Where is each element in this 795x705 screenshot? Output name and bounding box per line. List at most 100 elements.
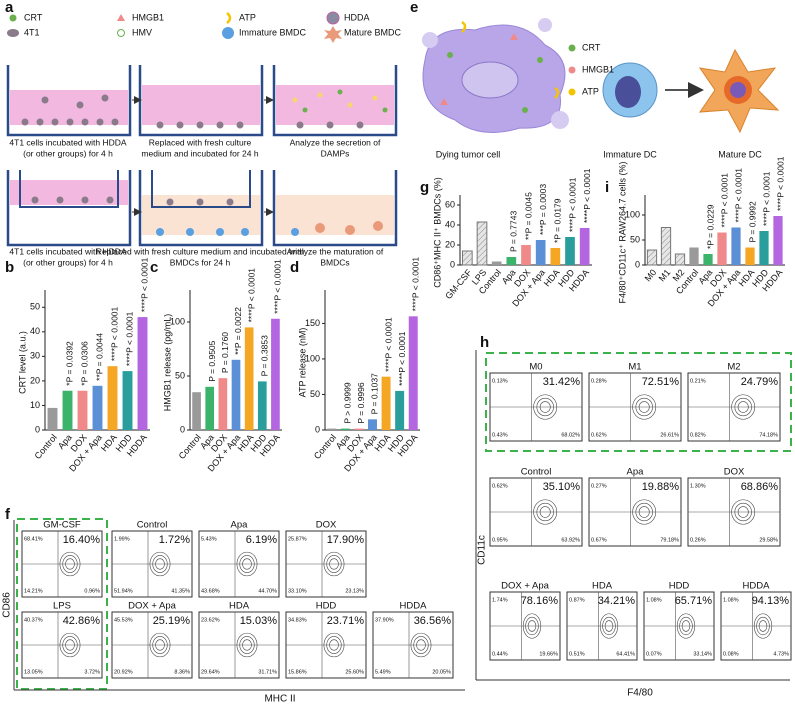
contour <box>326 636 342 654</box>
legend-icon <box>568 88 576 96</box>
y-axis-label: CD86⁺MHC II⁺ BMDCs (%) <box>432 177 442 288</box>
plot-title: DOX + Apa <box>128 601 177 612</box>
bar <box>646 249 658 266</box>
quadrant-value: 15.03% <box>240 615 278 627</box>
quadrant-value: 23.13% <box>345 588 364 594</box>
quadrant-value: 20.92% <box>114 669 133 675</box>
quadrant-value: 0.44% <box>492 651 508 657</box>
contour <box>242 558 252 570</box>
p-value: ****P < 0.0001 <box>410 257 420 312</box>
quadrant-value: 94.13% <box>752 595 790 607</box>
legend-label: CRT <box>24 12 43 22</box>
y-axis-label: F4/80⁺CD11c⁺ RAW264.7 cells (%) <box>617 161 627 303</box>
y-tick-label: 0 <box>315 424 320 434</box>
p-value: ****P < 0.0001 <box>567 177 577 232</box>
quadrant-value: 29.64% <box>201 669 220 675</box>
step-caption: (or other groups) for 4 h <box>23 257 113 267</box>
quadrant-value: 1.08% <box>646 597 662 603</box>
x-tick-label: Control <box>312 432 338 461</box>
p-value: **P = 0.0044 <box>95 333 105 381</box>
y-tick-label: 0 <box>35 424 40 434</box>
quadrant-value: 34.83% <box>288 617 307 623</box>
quadrant-value: 34.21% <box>598 595 636 607</box>
contour <box>676 613 696 639</box>
x-tick-label: M1 <box>657 267 673 283</box>
contour <box>410 632 432 658</box>
plot-title: Control <box>137 520 168 531</box>
p-value: ****P < 0.0001 <box>273 259 283 314</box>
highlight-box <box>16 518 108 690</box>
contour <box>737 401 749 413</box>
contour <box>602 616 616 636</box>
x-tick-label: Control <box>177 432 203 461</box>
panel-label: c <box>150 259 158 276</box>
legend-icon <box>226 12 232 24</box>
contour <box>65 558 75 570</box>
panel-a-drawing <box>6 65 398 247</box>
p-value: ****P < 0.0001 <box>719 173 729 228</box>
quadrant-value: 1.74% <box>492 597 508 603</box>
quadrant-value: 13.05% <box>24 669 43 675</box>
contour <box>239 555 255 573</box>
quadrant-value: 68.02% <box>561 432 580 438</box>
bar <box>192 392 201 430</box>
contour <box>635 502 653 522</box>
bar <box>506 257 517 265</box>
p-value: ****P < 0.0001 <box>761 171 771 226</box>
quadrant-value: 0.82% <box>690 432 706 438</box>
bar <box>535 240 546 265</box>
contour <box>753 613 773 639</box>
p-value: *P = 0.0306 <box>80 341 90 386</box>
contour <box>604 620 614 632</box>
legend-label: HMGB1 <box>582 64 614 74</box>
contour <box>539 401 551 413</box>
bar <box>137 317 148 430</box>
legend-label: HMV <box>132 27 152 37</box>
y-tick-label: 50 <box>175 370 185 380</box>
quadrant-value: 25.87% <box>288 536 307 542</box>
quadrant-value: 5.49% <box>375 669 391 675</box>
bar <box>491 261 502 265</box>
bar <box>92 385 103 430</box>
panel-label: i <box>605 179 609 196</box>
contour <box>149 632 171 658</box>
quadrant-value: 72.51% <box>642 376 680 388</box>
plot-title: M2 <box>727 362 740 373</box>
contour <box>539 506 551 518</box>
bar <box>717 232 727 265</box>
contour <box>533 394 558 420</box>
legend-icon <box>117 14 125 21</box>
contour <box>236 632 258 658</box>
plot-title: DOX + Apa <box>501 581 550 592</box>
highlight-box <box>485 352 792 452</box>
quadrant-value: 25.60% <box>345 669 364 675</box>
panel-label: g <box>420 179 429 196</box>
legend-label: ATP <box>239 12 256 22</box>
contour <box>59 632 81 658</box>
y-tick-label: 40 <box>445 219 455 229</box>
contour <box>756 616 770 636</box>
quadrant-value: 15.86% <box>288 669 307 675</box>
step-caption: Analyze the secretion of <box>290 137 381 147</box>
quadrant-value: 0.43% <box>492 432 508 438</box>
contour <box>632 394 657 420</box>
contour <box>737 506 749 518</box>
contour <box>65 639 75 651</box>
bar <box>521 245 531 265</box>
step-caption: medium and incubated for 24 h <box>141 148 258 158</box>
legend-label: HMGB1 <box>132 12 164 22</box>
panel-label: e <box>410 0 418 16</box>
bar <box>759 231 769 265</box>
p-value: ****P < 0.0001 <box>125 311 135 366</box>
axis-title: F4/80 <box>627 688 653 699</box>
p-value: ***P = 0.0003 <box>538 184 548 235</box>
quadrant-value: 45.53% <box>114 617 133 623</box>
contour <box>533 499 558 525</box>
panel-label: a <box>5 0 14 16</box>
legend-icon <box>117 29 125 37</box>
quadrant-value: 8.36% <box>174 669 190 675</box>
step-caption: BMDCs for 24 h <box>170 257 231 267</box>
quadrant-value: 68.86% <box>741 481 779 493</box>
bar <box>731 227 741 265</box>
